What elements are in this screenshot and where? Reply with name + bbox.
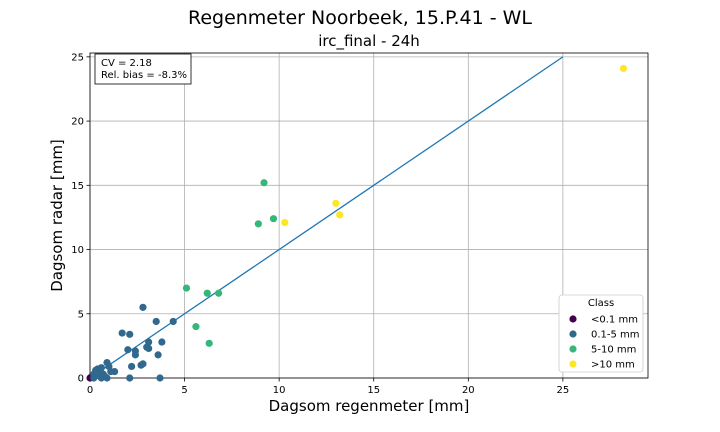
- y-tick-label: 0: [78, 374, 84, 385]
- data-point-series-1: [103, 374, 111, 382]
- legend-label: 0.1-5 mm: [591, 330, 640, 341]
- data-point-series-1: [128, 362, 136, 371]
- x-tick-label: 5: [181, 385, 187, 396]
- data-point-series-3: [332, 199, 340, 207]
- x-axis-label: Dagsom regenmeter [mm]: [269, 397, 470, 415]
- legend-title: Class: [588, 298, 614, 309]
- x-tick-label: 25: [557, 385, 570, 396]
- y-tick-label: 25: [71, 52, 84, 63]
- data-point-series-3: [281, 218, 289, 227]
- reference-line: [89, 56, 564, 379]
- y-tick-label: 20: [71, 117, 84, 128]
- data-point-series-1: [93, 371, 102, 380]
- data-point-series-2: [254, 220, 262, 228]
- x-tick-label: 0: [87, 385, 93, 396]
- stats-annotation-box: [94, 53, 192, 85]
- data-point-series-2: [215, 289, 223, 297]
- data-point-series-3: [336, 211, 344, 219]
- legend-label: <0.1 mm: [591, 315, 638, 326]
- x-tick-label: 20: [462, 385, 475, 396]
- x-tick-label: 15: [367, 385, 380, 396]
- data-point-series-1: [156, 374, 164, 382]
- data-point-series-1: [124, 346, 132, 354]
- y-axis-label: Dagsom radar [mm]: [48, 139, 66, 292]
- data-point-series-2: [192, 323, 200, 331]
- legend-marker: [569, 360, 577, 368]
- legend: Class <0.1 mm 0.1-5 mm 5-10 mm >10 mm: [558, 294, 644, 373]
- stats-annotation: CV = 2.18 Rel. bias = -8.3%: [94, 53, 192, 85]
- legend-marker: [569, 345, 577, 353]
- data-point-series-1: [158, 338, 166, 346]
- data-point-series-1: [169, 317, 177, 326]
- plot-area: [89, 52, 649, 379]
- data-point-series-1: [152, 317, 160, 326]
- data-point-series-1: [131, 347, 139, 355]
- chart-suptitle: Regenmeter Noorbeek, 15.P.41 - WL: [188, 7, 532, 29]
- y-tick-label: 15: [71, 181, 84, 192]
- legend-marker: [569, 330, 577, 338]
- data-point-series-2: [269, 215, 278, 223]
- data-point-series-1: [126, 374, 134, 382]
- data-point-series-1: [145, 338, 153, 346]
- chart-title: irc_final - 24h: [318, 32, 420, 51]
- stats-cv: CV = 2.18: [101, 58, 152, 69]
- data-point-series-1: [139, 360, 147, 368]
- data-point-series-1: [110, 367, 119, 376]
- data-point-series-1: [145, 344, 153, 353]
- legend-box: [558, 294, 644, 373]
- y-tick-label: 5: [78, 309, 84, 320]
- data-point-series-2: [203, 289, 211, 297]
- data-point-series-1: [118, 329, 126, 337]
- data-point-series-2: [260, 179, 268, 187]
- y-ticks: 0 5 10 15 20 25: [71, 52, 90, 385]
- data-point-series-1: [139, 303, 147, 311]
- data-point-series-1: [126, 330, 134, 338]
- legend-label: >10 mm: [591, 360, 635, 371]
- legend-marker: [569, 315, 577, 323]
- data-point-series-3: [619, 64, 628, 73]
- legend-label: 5-10 mm: [591, 345, 636, 356]
- stats-bias: Rel. bias = -8.3%: [101, 70, 187, 81]
- data-point-series-2: [182, 284, 191, 292]
- y-tick-label: 10: [71, 245, 84, 256]
- data-point-series-1: [154, 351, 162, 359]
- data-point-series-2: [205, 339, 213, 347]
- scatter-points: [86, 64, 628, 382]
- x-tick-label: 10: [273, 385, 286, 396]
